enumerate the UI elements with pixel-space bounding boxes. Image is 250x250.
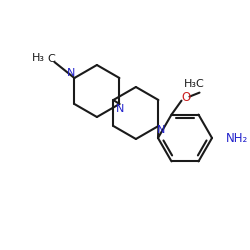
Text: NH₂: NH₂ — [226, 132, 248, 144]
Text: N: N — [157, 125, 166, 135]
Text: N: N — [67, 68, 76, 78]
Text: N: N — [116, 104, 124, 114]
Text: H₃: H₃ — [32, 53, 44, 63]
Text: C: C — [48, 54, 55, 64]
Text: O: O — [182, 91, 191, 104]
Text: H₃C: H₃C — [184, 78, 205, 88]
